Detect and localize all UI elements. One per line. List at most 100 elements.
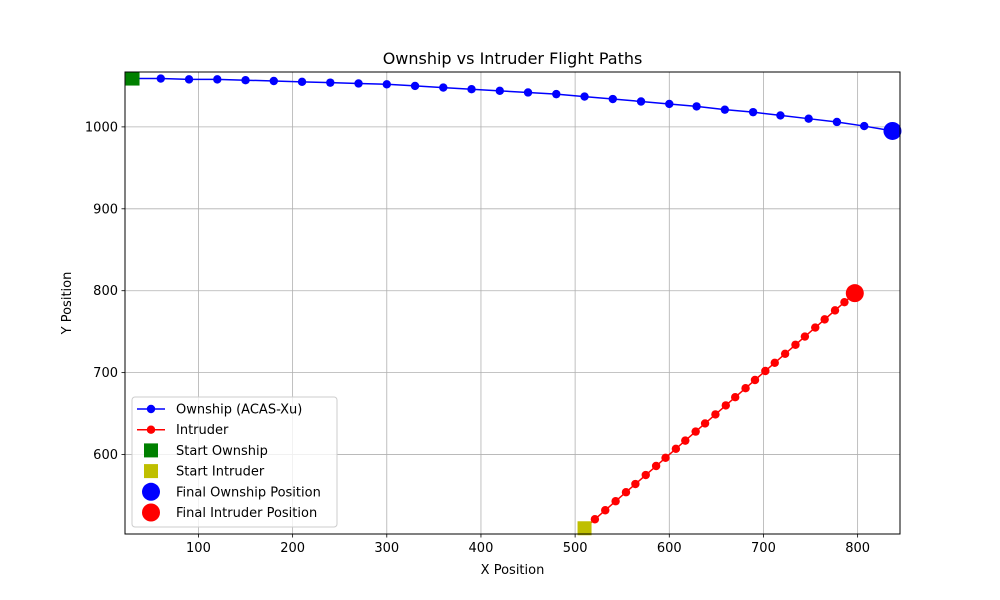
legend-marker — [142, 482, 160, 501]
data-point-intruder — [661, 453, 670, 463]
x-tick-label: 300 — [374, 541, 399, 556]
data-point-intruder — [691, 427, 700, 436]
data-point-intruder — [721, 401, 730, 410]
y-tick-label: 900 — [93, 202, 118, 217]
marker-final-ownship-position — [883, 121, 902, 140]
data-point-ownship-acas-xu — [184, 75, 194, 84]
data-point-ownship-acas-xu — [692, 102, 701, 111]
legend-item: Ownship (ACAS-Xu) — [137, 403, 302, 418]
chart-title: Ownship vs Intruder Flight Paths — [383, 49, 643, 68]
x-tick-label: 800 — [845, 541, 870, 556]
data-point-ownship-acas-xu — [523, 88, 533, 97]
marker-start-ownship — [125, 71, 140, 86]
legend-box — [131, 396, 338, 528]
legend: Ownship (ACAS-Xu) Intruder Start Ownship St… — [131, 396, 338, 528]
series-ownship-acas-xu — [128, 74, 897, 136]
data-point-intruder — [681, 436, 690, 445]
data-point-ownship-acas-xu — [552, 89, 561, 99]
series-layer — [128, 74, 897, 533]
data-point-ownship-acas-xu — [776, 111, 785, 120]
y-tick-label: 700 — [93, 366, 118, 381]
legend-label: Start Ownship — [176, 444, 268, 459]
data-point-intruder — [631, 479, 640, 489]
data-point-ownship-acas-xu — [832, 117, 842, 127]
legend-label: Final Intruder Position — [176, 506, 317, 521]
x-axis: 100 200 300 400 500 600 700 800 — [186, 534, 870, 556]
data-point-intruder — [741, 383, 750, 393]
data-point-ownship-acas-xu — [804, 114, 813, 123]
data-point-intruder — [750, 375, 760, 385]
x-tick-label: 700 — [751, 541, 776, 556]
data-point-ownship-acas-xu — [241, 75, 250, 85]
legend-marker — [146, 425, 156, 434]
data-point-intruder — [761, 366, 770, 376]
data-point-ownship-acas-xu — [580, 92, 589, 101]
data-point-intruder — [671, 444, 681, 454]
x-tick-label: 200 — [280, 541, 305, 556]
data-point-ownship-acas-xu — [636, 97, 646, 106]
data-point-ownship-acas-xu — [297, 77, 307, 87]
legend-label: Intruder — [176, 423, 229, 438]
data-point-ownship-acas-xu — [495, 86, 504, 96]
legend-marker — [142, 503, 160, 522]
x-axis-label: X Position — [481, 563, 545, 578]
data-point-intruder — [800, 332, 810, 341]
data-point-intruder — [651, 461, 661, 471]
marker-layer — [125, 71, 902, 536]
data-point-intruder — [700, 419, 710, 428]
legend-label: Final Ownship Position — [176, 485, 321, 500]
legend-item: Intruder — [137, 423, 229, 438]
marker-final-intruder-position — [845, 284, 864, 303]
x-tick-label: 100 — [186, 541, 211, 556]
series-line-intruder — [584, 292, 856, 529]
data-point-ownship-acas-xu — [608, 94, 617, 104]
y-tick-label: 1000 — [85, 120, 118, 135]
x-tick-label: 400 — [469, 541, 494, 556]
marker-start-intruder — [577, 521, 592, 536]
data-point-ownship-acas-xu — [269, 76, 278, 86]
data-point-ownship-acas-xu — [720, 105, 730, 114]
data-point-ownship-acas-xu — [665, 99, 674, 109]
data-point-intruder — [731, 393, 740, 402]
data-point-intruder — [840, 297, 849, 307]
data-point-ownship-acas-xu — [439, 83, 448, 92]
legend-marker — [144, 464, 158, 479]
legend-marker — [146, 404, 156, 414]
data-point-ownship-acas-xu — [156, 74, 165, 83]
data-point-intruder — [621, 488, 631, 497]
data-point-intruder — [641, 470, 650, 480]
legend-marker — [144, 443, 158, 458]
data-point-intruder — [611, 497, 620, 506]
data-point-intruder — [770, 358, 779, 367]
data-point-intruder — [811, 323, 820, 332]
legend-item: Final Intruder Position — [142, 503, 317, 522]
data-point-ownship-acas-xu — [748, 107, 758, 117]
plot-frame — [124, 71, 901, 535]
legend-item: Final Ownship Position — [142, 482, 321, 501]
data-point-ownship-acas-xu — [467, 85, 476, 94]
data-point-ownship-acas-xu — [410, 81, 420, 91]
legend-label: Ownship (ACAS-Xu) — [176, 403, 302, 418]
data-point-ownship-acas-xu — [382, 80, 391, 89]
data-point-intruder — [780, 349, 790, 358]
y-axis: 600 700 800 900 1000 — [85, 120, 125, 463]
y-tick-label: 800 — [93, 284, 118, 299]
legend-item: Start Intruder — [144, 464, 265, 480]
data-point-intruder — [590, 515, 600, 524]
y-axis-label: Y Position — [60, 272, 75, 336]
data-point-ownship-acas-xu — [213, 75, 222, 84]
legend-item: Start Ownship — [144, 443, 268, 459]
series-intruder — [580, 288, 859, 533]
data-point-intruder — [601, 506, 610, 515]
data-point-ownship-acas-xu — [326, 78, 335, 87]
series-line-ownship-acas-xu — [132, 77, 893, 132]
x-tick-label: 500 — [563, 541, 588, 556]
data-point-intruder — [830, 306, 840, 315]
data-point-ownship-acas-xu — [860, 121, 869, 131]
x-tick-label: 600 — [657, 541, 682, 556]
data-point-intruder — [791, 340, 800, 349]
y-tick-label: 600 — [93, 448, 118, 463]
legend-label: Start Intruder — [176, 465, 265, 480]
data-point-intruder — [820, 315, 829, 324]
